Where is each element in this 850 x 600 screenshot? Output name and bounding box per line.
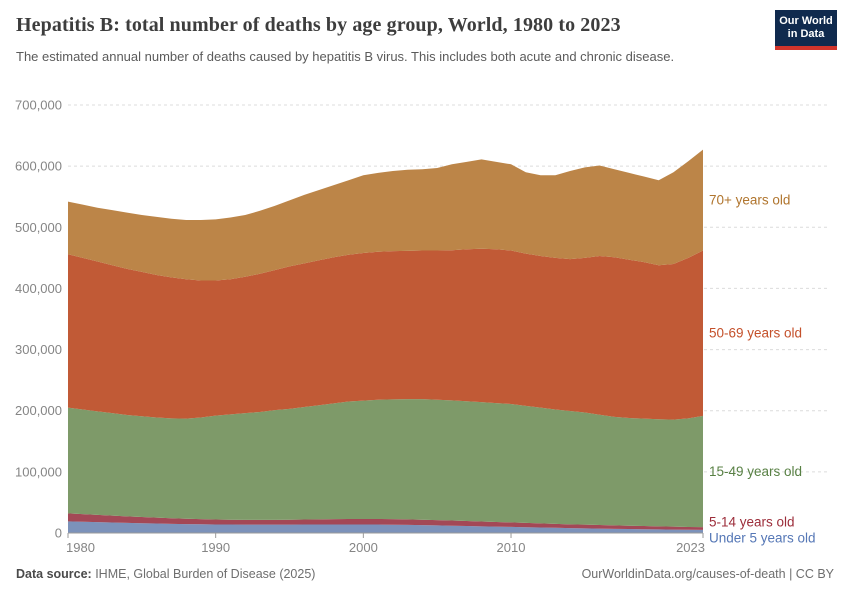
page-subtitle: The estimated annual number of deaths ca… xyxy=(16,49,675,64)
series-label-50-69-years-old: 50-69 years old xyxy=(709,326,802,341)
data-source-label: Data source: xyxy=(16,567,92,581)
owid-logo-line1: Our World xyxy=(779,15,833,28)
x-axis-label-2010: 2010 xyxy=(497,540,526,555)
y-axis-label-0: 0 xyxy=(55,526,62,541)
area-under-5-years-old[interactable] xyxy=(68,521,703,533)
area-50-69-years-old[interactable] xyxy=(68,248,703,420)
x-axis-label-1990: 1990 xyxy=(201,540,230,555)
y-axis-label-400-000: 400,000 xyxy=(15,281,62,296)
y-axis-label-500-000: 500,000 xyxy=(15,220,62,235)
series-label-15-49-years-old: 15-49 years old xyxy=(709,464,802,479)
data-source-value: IHME, Global Burden of Disease (2025) xyxy=(91,567,316,581)
series-label-5-14-years-old: 5-14 years old xyxy=(709,515,795,530)
data-source-text: Data source: IHME, Global Burden of Dise… xyxy=(16,567,315,581)
y-axis-label-100-000: 100,000 xyxy=(15,464,62,479)
area-70-years-old[interactable] xyxy=(68,149,703,281)
owid-logo-line2: in Data xyxy=(787,28,825,40)
y-axis-label-300-000: 300,000 xyxy=(15,342,62,357)
y-axis-label-700-000: 700,000 xyxy=(15,98,62,113)
x-axis-label-2000: 2000 xyxy=(349,540,378,555)
footer-link[interactable]: OurWorldinData.org/causes-of-death | CC … xyxy=(581,567,834,581)
page-title: Hepatitis B: total number of deaths by a… xyxy=(16,14,621,36)
series-label-70-years-old: 70+ years old xyxy=(709,193,790,208)
x-axis-label-2023: 2023 xyxy=(676,540,705,555)
series-label-under-5-years-old: Under 5 years old xyxy=(709,531,816,546)
x-axis-label-1980: 1980 xyxy=(66,540,95,555)
y-axis-label-600-000: 600,000 xyxy=(15,159,62,174)
y-axis-label-200-000: 200,000 xyxy=(15,403,62,418)
owid-logo[interactable]: Our World in Data xyxy=(775,10,837,50)
area-5-14-years-old[interactable] xyxy=(68,513,703,530)
footer: Data source: IHME, Global Burden of Dise… xyxy=(0,567,850,581)
area-15-49-years-old[interactable] xyxy=(68,399,703,528)
